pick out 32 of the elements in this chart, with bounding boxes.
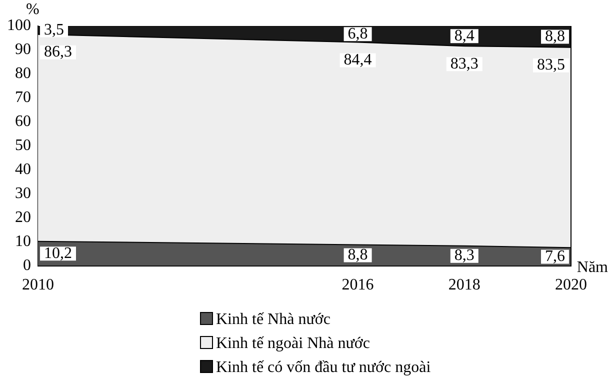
y-tick-label: 30 xyxy=(15,185,31,202)
data-label: 83,3 xyxy=(450,55,478,72)
y-axis-title: % xyxy=(26,1,40,18)
data-label: 7,6 xyxy=(545,248,565,265)
legend-label: Kinh tế có vốn đầu tư nước ngoài xyxy=(215,358,431,378)
data-label: 3,5 xyxy=(44,21,64,38)
data-label: 86,3 xyxy=(44,44,72,61)
data-label: 6,8 xyxy=(348,25,368,42)
data-label: 83,5 xyxy=(537,56,565,74)
y-tick-label: 40 xyxy=(15,161,31,178)
data-label: 8,8 xyxy=(348,246,368,264)
y-tick-label: 100 xyxy=(7,17,31,34)
x-tick-label: 2010 xyxy=(22,276,54,294)
data-label: 84,4 xyxy=(344,52,372,69)
data-label: 8,3 xyxy=(454,247,474,264)
y-tick-label: 0 xyxy=(23,257,31,274)
y-tick-label: 50 xyxy=(15,137,31,154)
y-tick-label: 80 xyxy=(15,65,31,82)
data-label: 10,2 xyxy=(44,244,72,262)
x-tick-label: 2020 xyxy=(555,276,587,294)
y-tick-label: 10 xyxy=(15,233,31,250)
y-tick-label: 20 xyxy=(15,209,31,226)
x-tick-label: 2018 xyxy=(448,276,480,294)
data-label: 8,4 xyxy=(454,27,474,44)
y-tick-label: 70 xyxy=(15,89,31,106)
legend-label: Kinh tế Nhà nước xyxy=(215,310,332,330)
legend-label: Kinh tế ngoài Nhà nước xyxy=(215,334,371,354)
data-label: 8,8 xyxy=(545,28,565,45)
x-axis-title: Năm xyxy=(576,259,609,276)
y-tick-label: 60 xyxy=(15,113,31,130)
x-tick-label: 2016 xyxy=(342,276,374,294)
y-tick-label: 90 xyxy=(15,41,31,58)
